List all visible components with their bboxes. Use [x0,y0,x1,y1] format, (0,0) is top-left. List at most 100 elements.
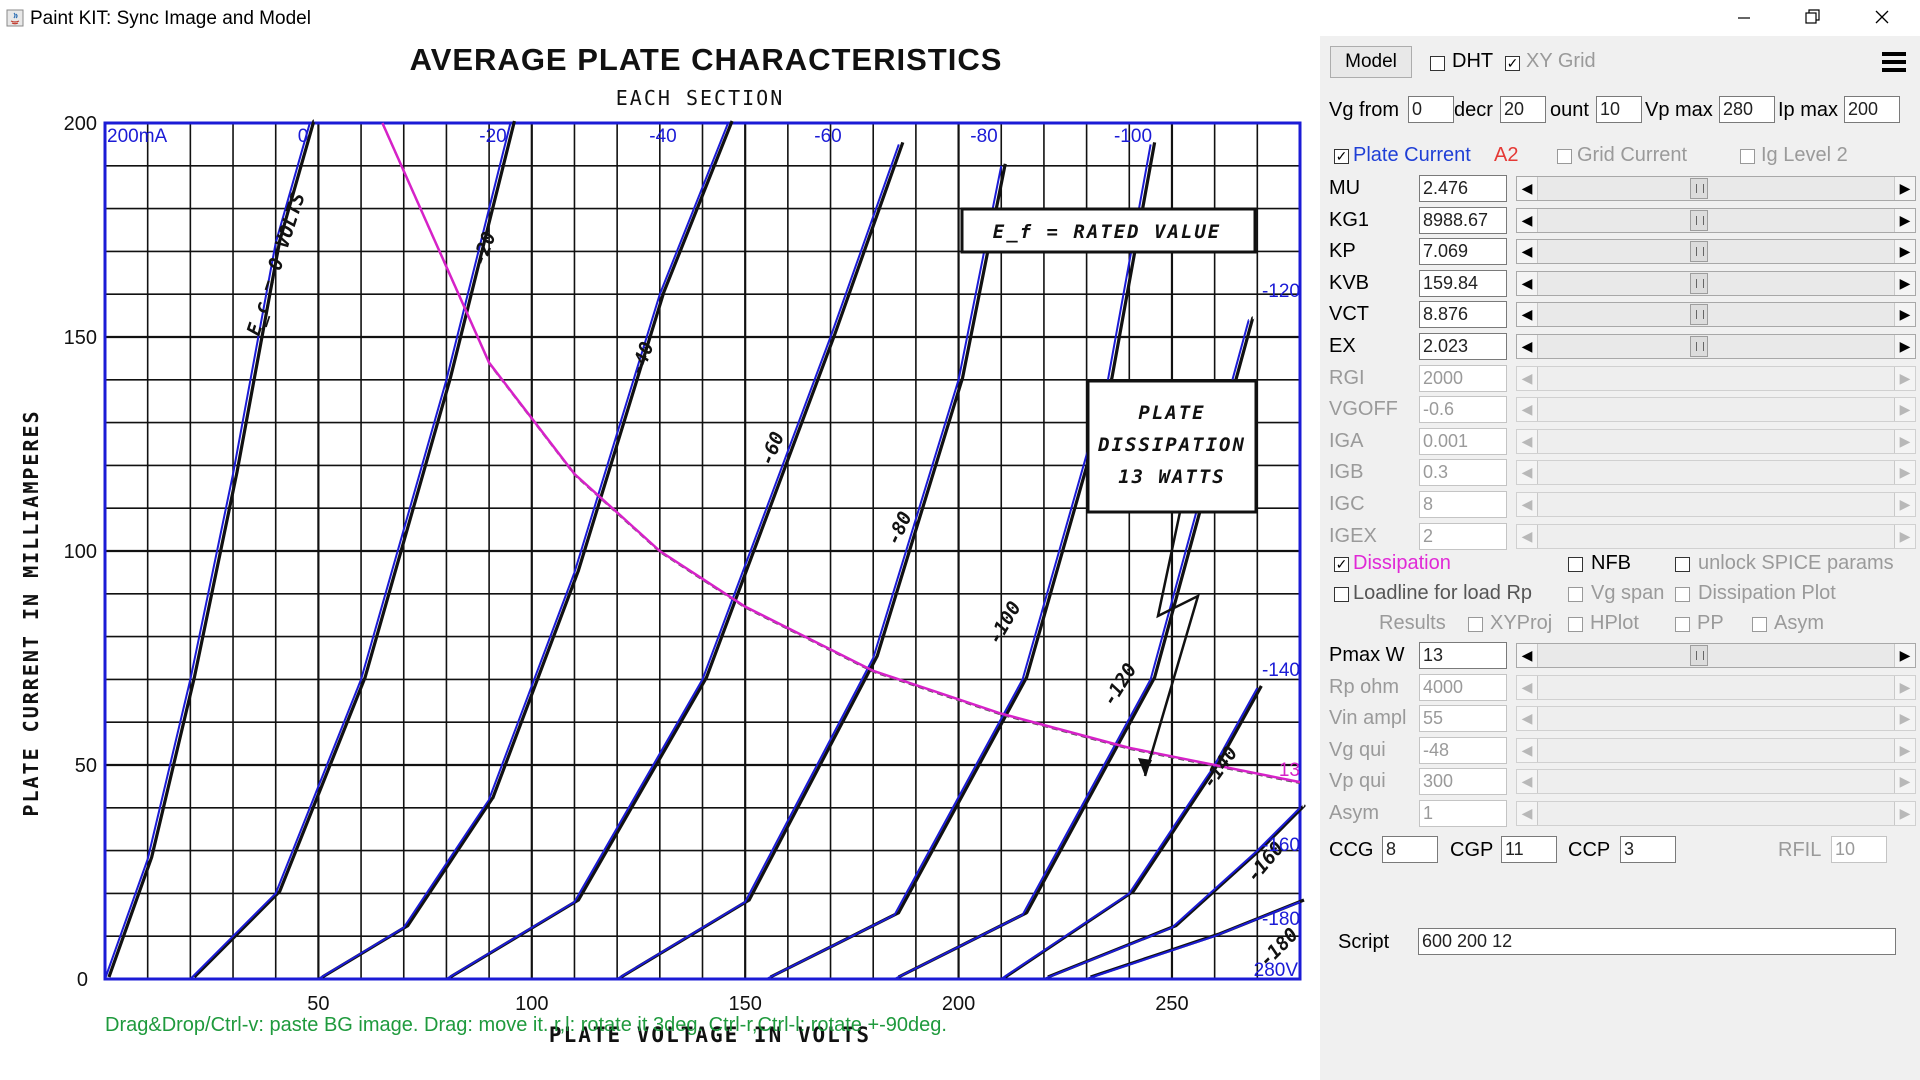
close-button[interactable] [1854,0,1910,36]
param-value-field[interactable]: 13 [1419,642,1507,669]
menu-button[interactable] [1876,46,1912,78]
param-value-field[interactable]: 8.876 [1419,301,1507,329]
param-value-field[interactable]: 7.069 [1419,238,1507,266]
dht-checkbox[interactable] [1430,56,1445,71]
slider-thumb[interactable] [1690,304,1708,326]
xyproj-checkbox[interactable] [1468,617,1483,632]
ccp-field[interactable]: 3 [1620,836,1676,863]
param-slider[interactable]: ◀ ▶ [1516,801,1916,826]
nfb-checkbox[interactable] [1568,557,1583,572]
scroll-left-icon[interactable]: ◀ [1517,770,1538,794]
param-value-field[interactable]: 300 [1419,768,1507,796]
vp-max-field[interactable]: 280 [1719,96,1775,123]
param-slider[interactable]: ◀ ▶ [1516,769,1916,795]
param-value-field[interactable]: 4000 [1419,673,1507,701]
scroll-left-icon[interactable]: ◀ [1517,208,1538,232]
scroll-right-icon[interactable]: ▶ [1894,644,1915,667]
slider-thumb[interactable] [1690,645,1708,666]
scroll-left-icon[interactable]: ◀ [1517,524,1538,548]
hplot-checkbox[interactable] [1568,617,1583,632]
minimize-button[interactable] [1716,0,1772,36]
scroll-left-icon[interactable]: ◀ [1517,675,1538,699]
scroll-left-icon[interactable]: ◀ [1517,802,1538,825]
scroll-right-icon[interactable]: ▶ [1894,707,1915,731]
param-value-field[interactable]: 2000 [1419,364,1507,392]
scroll-left-icon[interactable]: ◀ [1517,271,1538,295]
param-value-field[interactable]: 2.476 [1419,175,1507,202]
scroll-left-icon[interactable]: ◀ [1517,429,1538,453]
param-slider[interactable]: ◀ ▶ [1516,523,1916,549]
ig-level-checkbox[interactable] [1740,149,1755,164]
scroll-left-icon[interactable]: ◀ [1517,366,1538,390]
param-value-field[interactable]: 8988.67 [1419,206,1507,234]
param-slider[interactable]: ◀ ▶ [1516,737,1916,763]
pp-checkbox[interactable] [1675,617,1690,632]
param-slider[interactable]: ◀ ▶ [1516,365,1916,391]
param-slider[interactable]: ◀ ▶ [1516,492,1916,517]
param-slider[interactable]: ◀ ▶ [1516,674,1916,700]
param-value-field[interactable]: 8 [1419,491,1507,518]
param-slider[interactable]: ◀ ▶ [1516,302,1916,328]
unlock-spice-checkbox[interactable] [1675,557,1690,572]
ccg-field[interactable]: 8 [1382,836,1438,863]
scroll-left-icon[interactable]: ◀ [1517,177,1538,200]
cgp-field[interactable]: 11 [1501,836,1557,863]
scroll-right-icon[interactable]: ▶ [1894,208,1915,232]
scroll-right-icon[interactable]: ▶ [1894,770,1915,794]
slider-thumb[interactable] [1690,241,1708,263]
param-slider[interactable]: ◀ ▶ [1516,239,1916,265]
asym-checkbox[interactable] [1752,617,1767,632]
param-value-field[interactable]: 159.84 [1419,269,1507,297]
ip-max-field[interactable]: 200 [1844,96,1900,123]
scroll-left-icon[interactable]: ◀ [1517,398,1538,422]
param-slider[interactable]: ◀ ▶ [1516,270,1916,296]
dissipation-plot-checkbox[interactable] [1675,587,1690,602]
plate-current-checkbox[interactable]: ✓ [1334,148,1349,164]
param-value-field[interactable]: -0.6 [1419,396,1507,424]
scroll-right-icon[interactable]: ▶ [1894,461,1915,485]
scroll-right-icon[interactable]: ▶ [1894,335,1915,358]
scroll-left-icon[interactable]: ◀ [1517,303,1538,327]
vg-from-field[interactable]: 0 [1408,96,1454,123]
slider-thumb[interactable] [1690,336,1708,357]
slider-thumb[interactable] [1690,272,1708,294]
slider-thumb[interactable] [1690,178,1708,199]
loadline-checkbox[interactable] [1334,587,1349,602]
plate-characteristics-plot[interactable]: AVERAGE PLATE CHARACTERISTICS EACH SECTI… [0,36,1320,1080]
count-field[interactable]: 10 [1596,96,1642,123]
scroll-right-icon[interactable]: ▶ [1894,524,1915,548]
param-slider[interactable]: ◀ ▶ [1516,397,1916,423]
param-value-field[interactable]: 2 [1419,522,1507,550]
grid-current-checkbox[interactable] [1557,149,1572,164]
scroll-left-icon[interactable]: ◀ [1517,240,1538,264]
scroll-right-icon[interactable]: ▶ [1894,240,1915,264]
scroll-left-icon[interactable]: ◀ [1517,707,1538,731]
scroll-left-icon[interactable]: ◀ [1517,644,1538,667]
scroll-right-icon[interactable]: ▶ [1894,366,1915,390]
scroll-left-icon[interactable]: ◀ [1517,738,1538,762]
decr-field[interactable]: 20 [1500,96,1546,123]
param-slider[interactable]: ◀ ▶ [1516,460,1916,486]
plot-canvas[interactable]: AVERAGE PLATE CHARACTERISTICS EACH SECTI… [0,36,1320,1080]
scroll-right-icon[interactable]: ▶ [1894,802,1915,825]
scroll-right-icon[interactable]: ▶ [1894,675,1915,699]
param-slider[interactable]: ◀ ▶ [1516,643,1916,668]
param-value-field[interactable]: 2.023 [1419,333,1507,360]
scroll-left-icon[interactable]: ◀ [1517,493,1538,516]
model-button[interactable]: Model [1330,46,1412,78]
param-slider[interactable]: ◀ ▶ [1516,207,1916,233]
param-value-field[interactable]: -48 [1419,736,1507,764]
scroll-right-icon[interactable]: ▶ [1894,177,1915,200]
script-field[interactable]: 600 200 12 [1418,928,1896,955]
param-value-field[interactable]: 55 [1419,705,1507,733]
restore-button[interactable] [1784,0,1840,36]
scroll-right-icon[interactable]: ▶ [1894,271,1915,295]
scroll-right-icon[interactable]: ▶ [1894,398,1915,422]
dissipation-checkbox[interactable]: ✓ [1334,556,1349,572]
param-slider[interactable]: ◀ ▶ [1516,428,1916,454]
scroll-left-icon[interactable]: ◀ [1517,461,1538,485]
xy-grid-checkbox[interactable]: ✓ [1505,55,1520,71]
param-slider[interactable]: ◀ ▶ [1516,176,1916,201]
slider-thumb[interactable] [1690,209,1708,231]
rfil-field[interactable]: 10 [1831,836,1887,863]
